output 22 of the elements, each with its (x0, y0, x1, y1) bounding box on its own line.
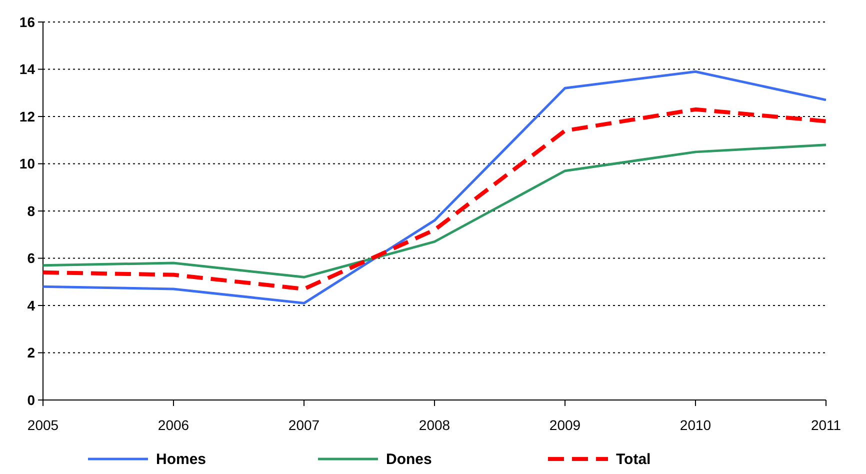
y-tick-label: 6 (27, 250, 36, 266)
y-tick-label: 0 (27, 392, 36, 408)
x-tick-label: 2005 (27, 417, 59, 433)
x-tick-label: 2006 (158, 417, 190, 433)
y-tick-label: 4 (27, 297, 36, 314)
y-tick-label: 16 (19, 14, 36, 30)
x-tick-label: 2009 (549, 417, 581, 433)
y-tick-label: 12 (19, 108, 36, 124)
line-series (42, 144, 828, 278)
y-tick-label: 2 (27, 344, 36, 361)
x-tick-label: 2008 (418, 417, 450, 433)
line-series (41, 107, 828, 291)
line-series (42, 70, 828, 304)
legend-label: Total (616, 451, 651, 468)
x-tick-label: 2007 (288, 417, 320, 433)
y-tick-label: 8 (27, 202, 36, 219)
legend-label: Dones (386, 451, 432, 468)
x-tick-label: 2011 (810, 417, 842, 433)
legend-label: Homes (156, 451, 206, 468)
y-tick-label: 10 (19, 156, 36, 172)
y-tick-label: 14 (19, 61, 36, 78)
x-tick-label: 2010 (680, 417, 712, 433)
